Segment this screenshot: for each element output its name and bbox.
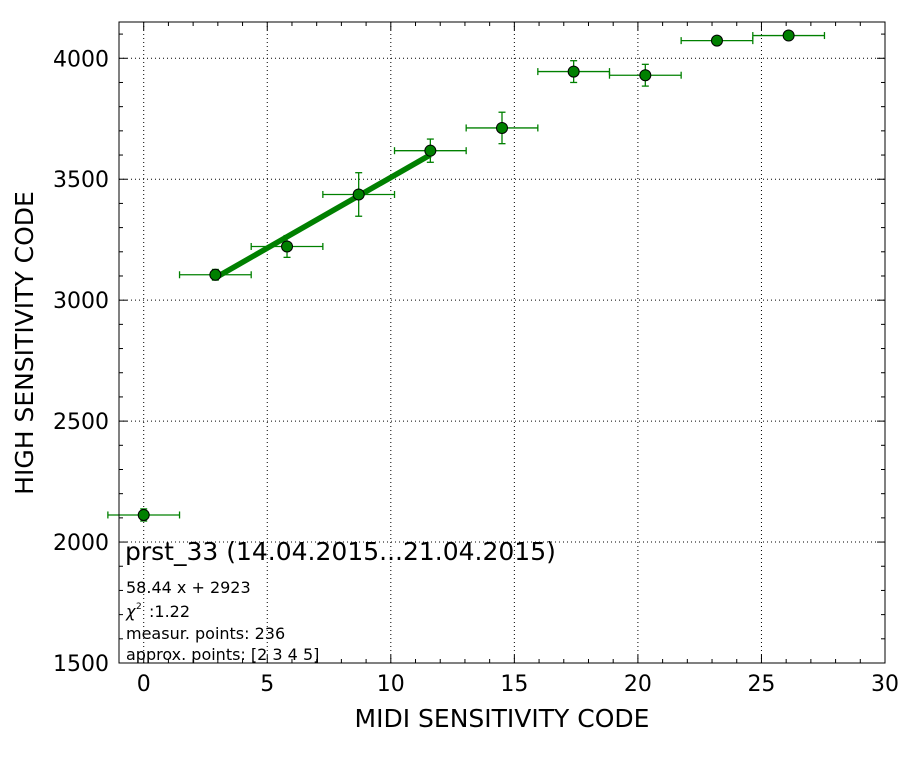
x-tick-label: 0 (137, 672, 151, 697)
fit-line-group (214, 152, 432, 281)
annotation-title: prst_33 (14.04.2015...21.04.2015) (125, 537, 556, 566)
y-tick-labels: 1500 2000 2500 3000 3500 4000 (53, 47, 109, 677)
data-point (710, 34, 723, 47)
x-tick-label: 30 (871, 672, 899, 697)
annotation-chi2-value: :1.22 (149, 602, 190, 621)
x-tick-labels: 0 5 10 15 20 25 30 (137, 672, 899, 697)
data-point (496, 121, 508, 134)
annotation-chi2-superscript: 2 (136, 602, 142, 612)
x-tick-label: 20 (624, 672, 652, 697)
annotation-chi2-symbol: χ (125, 602, 136, 621)
grid-lines (119, 22, 885, 663)
fit-line (214, 152, 432, 281)
annotation-approx-points: approx. points: [2 3 4 5] (126, 645, 319, 664)
data-point (352, 188, 365, 201)
y-axis-label: HIGH SENSITIVITY CODE (10, 191, 39, 495)
y-tick-label: 2500 (53, 410, 109, 435)
x-tick-label: 15 (500, 672, 528, 697)
fit-annotation: prst_33 (14.04.2015...21.04.2015) 58.44 … (125, 537, 556, 664)
x-tick-label: 10 (377, 672, 405, 697)
data-point (281, 240, 294, 253)
data-point (567, 65, 580, 78)
data-point (209, 268, 222, 281)
y-tick-label: 4000 (53, 47, 109, 72)
annotation-measur-points: measur. points: 236 (126, 624, 285, 643)
data-point (137, 508, 150, 521)
data-points (137, 29, 795, 521)
y-tick-label: 1500 (53, 652, 109, 677)
y-tick-label: 3500 (53, 168, 109, 193)
y-tick-label: 3000 (53, 289, 109, 314)
data-point (639, 69, 652, 82)
data-point (782, 29, 795, 42)
y-tick-label: 2000 (53, 531, 109, 556)
annotation-equation: 58.44 x + 2923 (126, 578, 251, 597)
plot-frame (118, 21, 886, 664)
data-point (424, 144, 437, 157)
x-tick-label: 25 (747, 672, 775, 697)
x-tick-label: 5 (260, 672, 274, 697)
x-axis-label: MIDI SENSITIVITY CODE (355, 704, 650, 733)
axis-ticks (119, 22, 886, 664)
